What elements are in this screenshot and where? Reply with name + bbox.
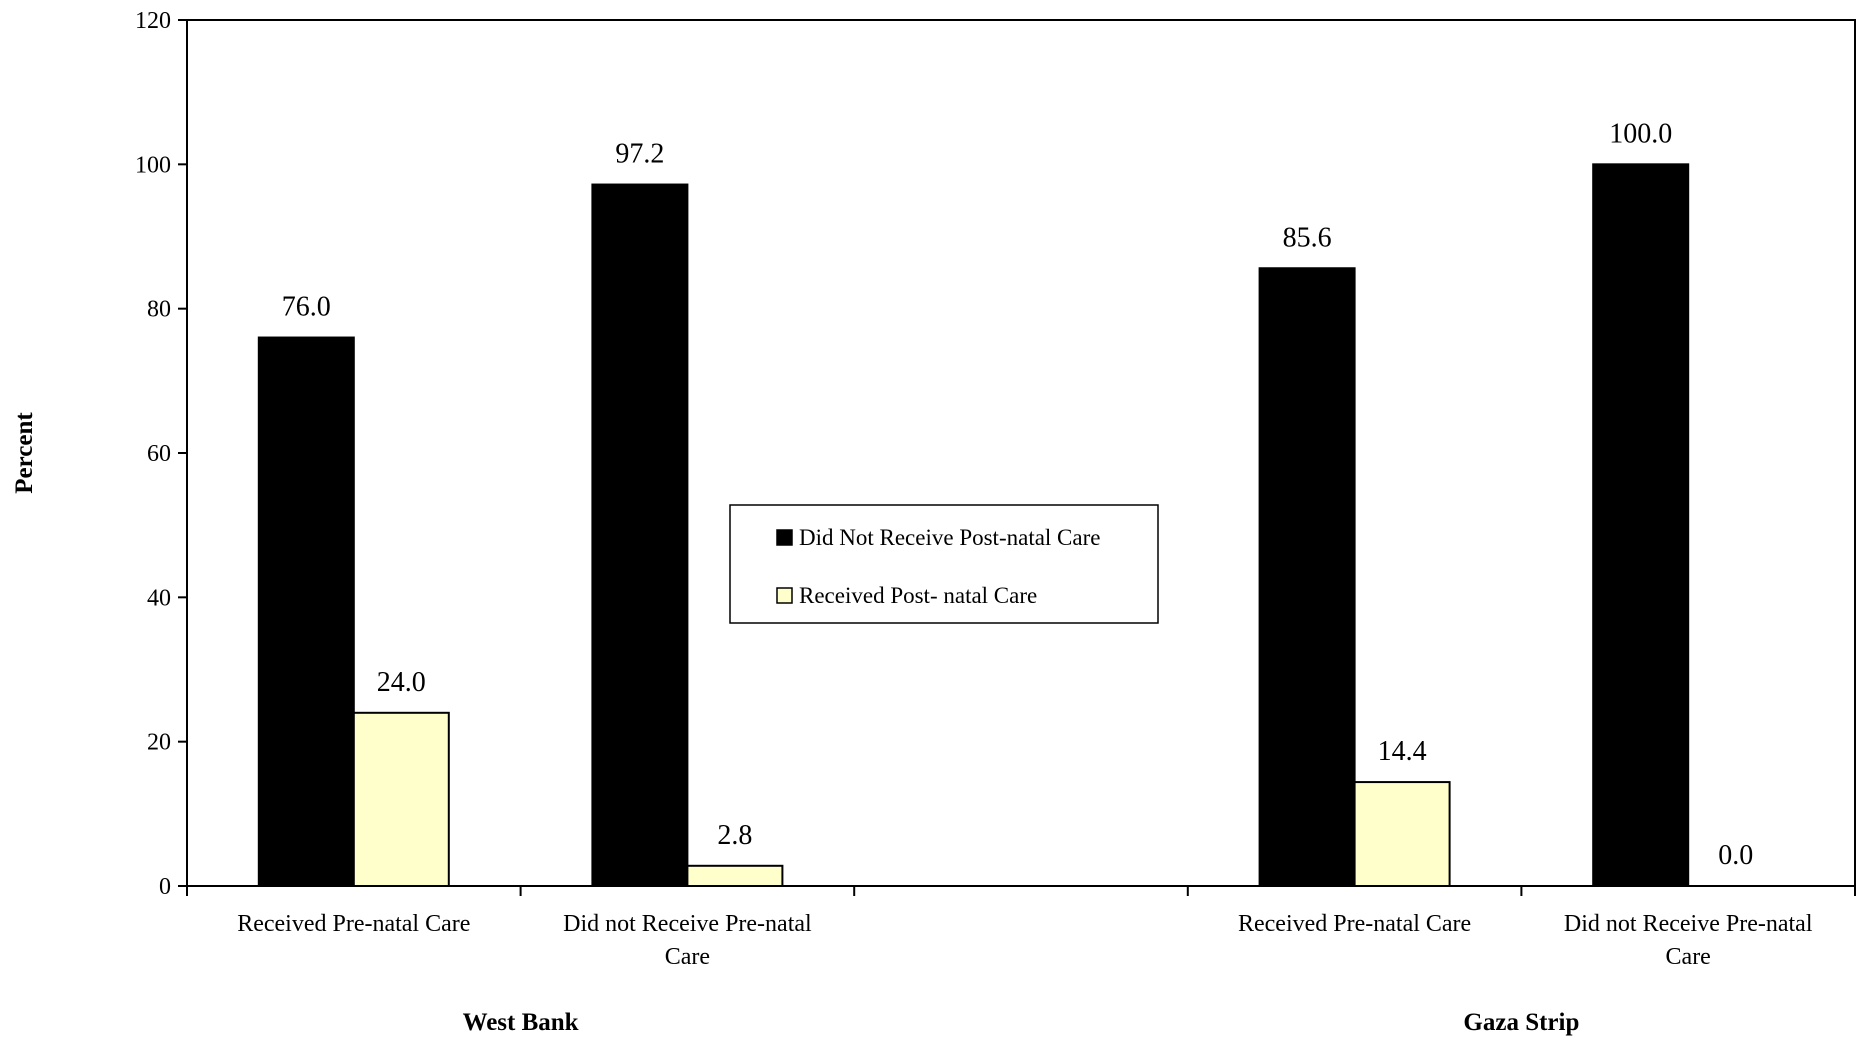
y-tick-label: 20	[147, 730, 171, 756]
legend-swatch	[776, 587, 793, 604]
bar-did-not-receive-post-natal	[257, 336, 355, 887]
category-label: Received Pre-natal Care	[1238, 911, 1471, 937]
y-tick-label: 40	[147, 585, 171, 611]
group-label: West Bank	[463, 1009, 579, 1036]
category-label: Did not Receive Pre-natal Care	[1564, 911, 1813, 970]
bar-did-not-receive-post-natal	[591, 183, 689, 888]
y-tick-label: 0	[159, 874, 171, 900]
data-label: 24.0	[377, 667, 426, 698]
category-label: Received Pre-natal Care	[237, 911, 470, 937]
y-axis-title: Percent	[11, 412, 38, 494]
group-label: Gaza Strip	[1463, 1009, 1579, 1036]
data-label: 14.4	[1378, 736, 1427, 767]
y-tick-label: 100	[135, 152, 171, 178]
plot-frame	[178, 19, 1856, 896]
legend-label: Did Not Receive Post-natal Care	[799, 525, 1100, 550]
data-label: 2.8	[717, 820, 752, 851]
y-tick-label: 120	[135, 8, 171, 34]
y-tick-label: 80	[147, 297, 171, 323]
legend-box	[729, 504, 1159, 624]
data-label: 100.0	[1609, 118, 1672, 149]
bar-received-post-natal	[352, 711, 450, 887]
data-label: 97.2	[615, 139, 664, 170]
data-label: 85.6	[1283, 222, 1332, 253]
bars	[257, 163, 1690, 888]
y-tick-label: 60	[147, 441, 171, 467]
legend-label: Received Post- natal Care	[799, 583, 1037, 608]
data-label: 0.0	[1718, 840, 1753, 871]
legend: Did Not Receive Post-natal Care Received …	[729, 504, 1159, 624]
labels: 0 20 40 60 80 100 120 76.0 24.0 Received Pre-nata…	[135, 8, 1813, 1036]
bar-did-not-receive-post-natal	[1258, 267, 1356, 887]
legend-swatch	[776, 529, 793, 546]
bar-received-post-natal	[1353, 781, 1451, 888]
bar-did-not-receive-post-natal	[1592, 163, 1690, 888]
category-label: Did not Receive Pre-natal Care	[563, 911, 812, 970]
data-label: 76.0	[282, 292, 331, 323]
bar-received-post-natal	[686, 864, 784, 888]
